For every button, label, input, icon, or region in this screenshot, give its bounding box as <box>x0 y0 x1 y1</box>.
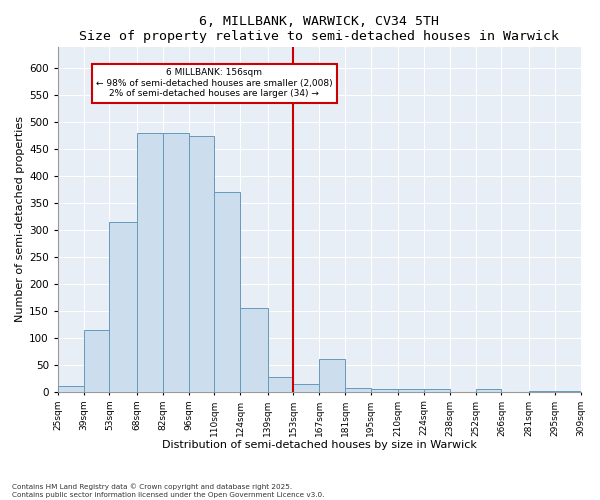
Bar <box>163 133 188 392</box>
Bar <box>371 389 398 392</box>
Bar <box>398 389 424 392</box>
Title: 6, MILLBANK, WARWICK, CV34 5TH
Size of property relative to semi-detached houses: 6, MILLBANK, WARWICK, CV34 5TH Size of p… <box>79 15 559 43</box>
Bar <box>293 384 319 392</box>
Bar <box>137 133 163 392</box>
Bar <box>268 378 293 392</box>
Bar <box>84 330 109 392</box>
Text: Contains HM Land Registry data © Crown copyright and database right 2025.
Contai: Contains HM Land Registry data © Crown c… <box>12 484 325 498</box>
Bar <box>58 386 84 392</box>
Bar <box>476 389 502 392</box>
Bar <box>109 222 137 392</box>
Bar <box>424 389 450 392</box>
X-axis label: Distribution of semi-detached houses by size in Warwick: Distribution of semi-detached houses by … <box>162 440 476 450</box>
Bar <box>319 360 345 392</box>
Bar <box>555 390 580 392</box>
Bar <box>529 390 555 392</box>
Text: 6 MILLBANK: 156sqm
← 98% of semi-detached houses are smaller (2,008)
2% of semi-: 6 MILLBANK: 156sqm ← 98% of semi-detache… <box>96 68 332 98</box>
Y-axis label: Number of semi-detached properties: Number of semi-detached properties <box>15 116 25 322</box>
Bar <box>188 136 214 392</box>
Bar <box>214 192 240 392</box>
Bar <box>240 308 268 392</box>
Bar <box>345 388 371 392</box>
